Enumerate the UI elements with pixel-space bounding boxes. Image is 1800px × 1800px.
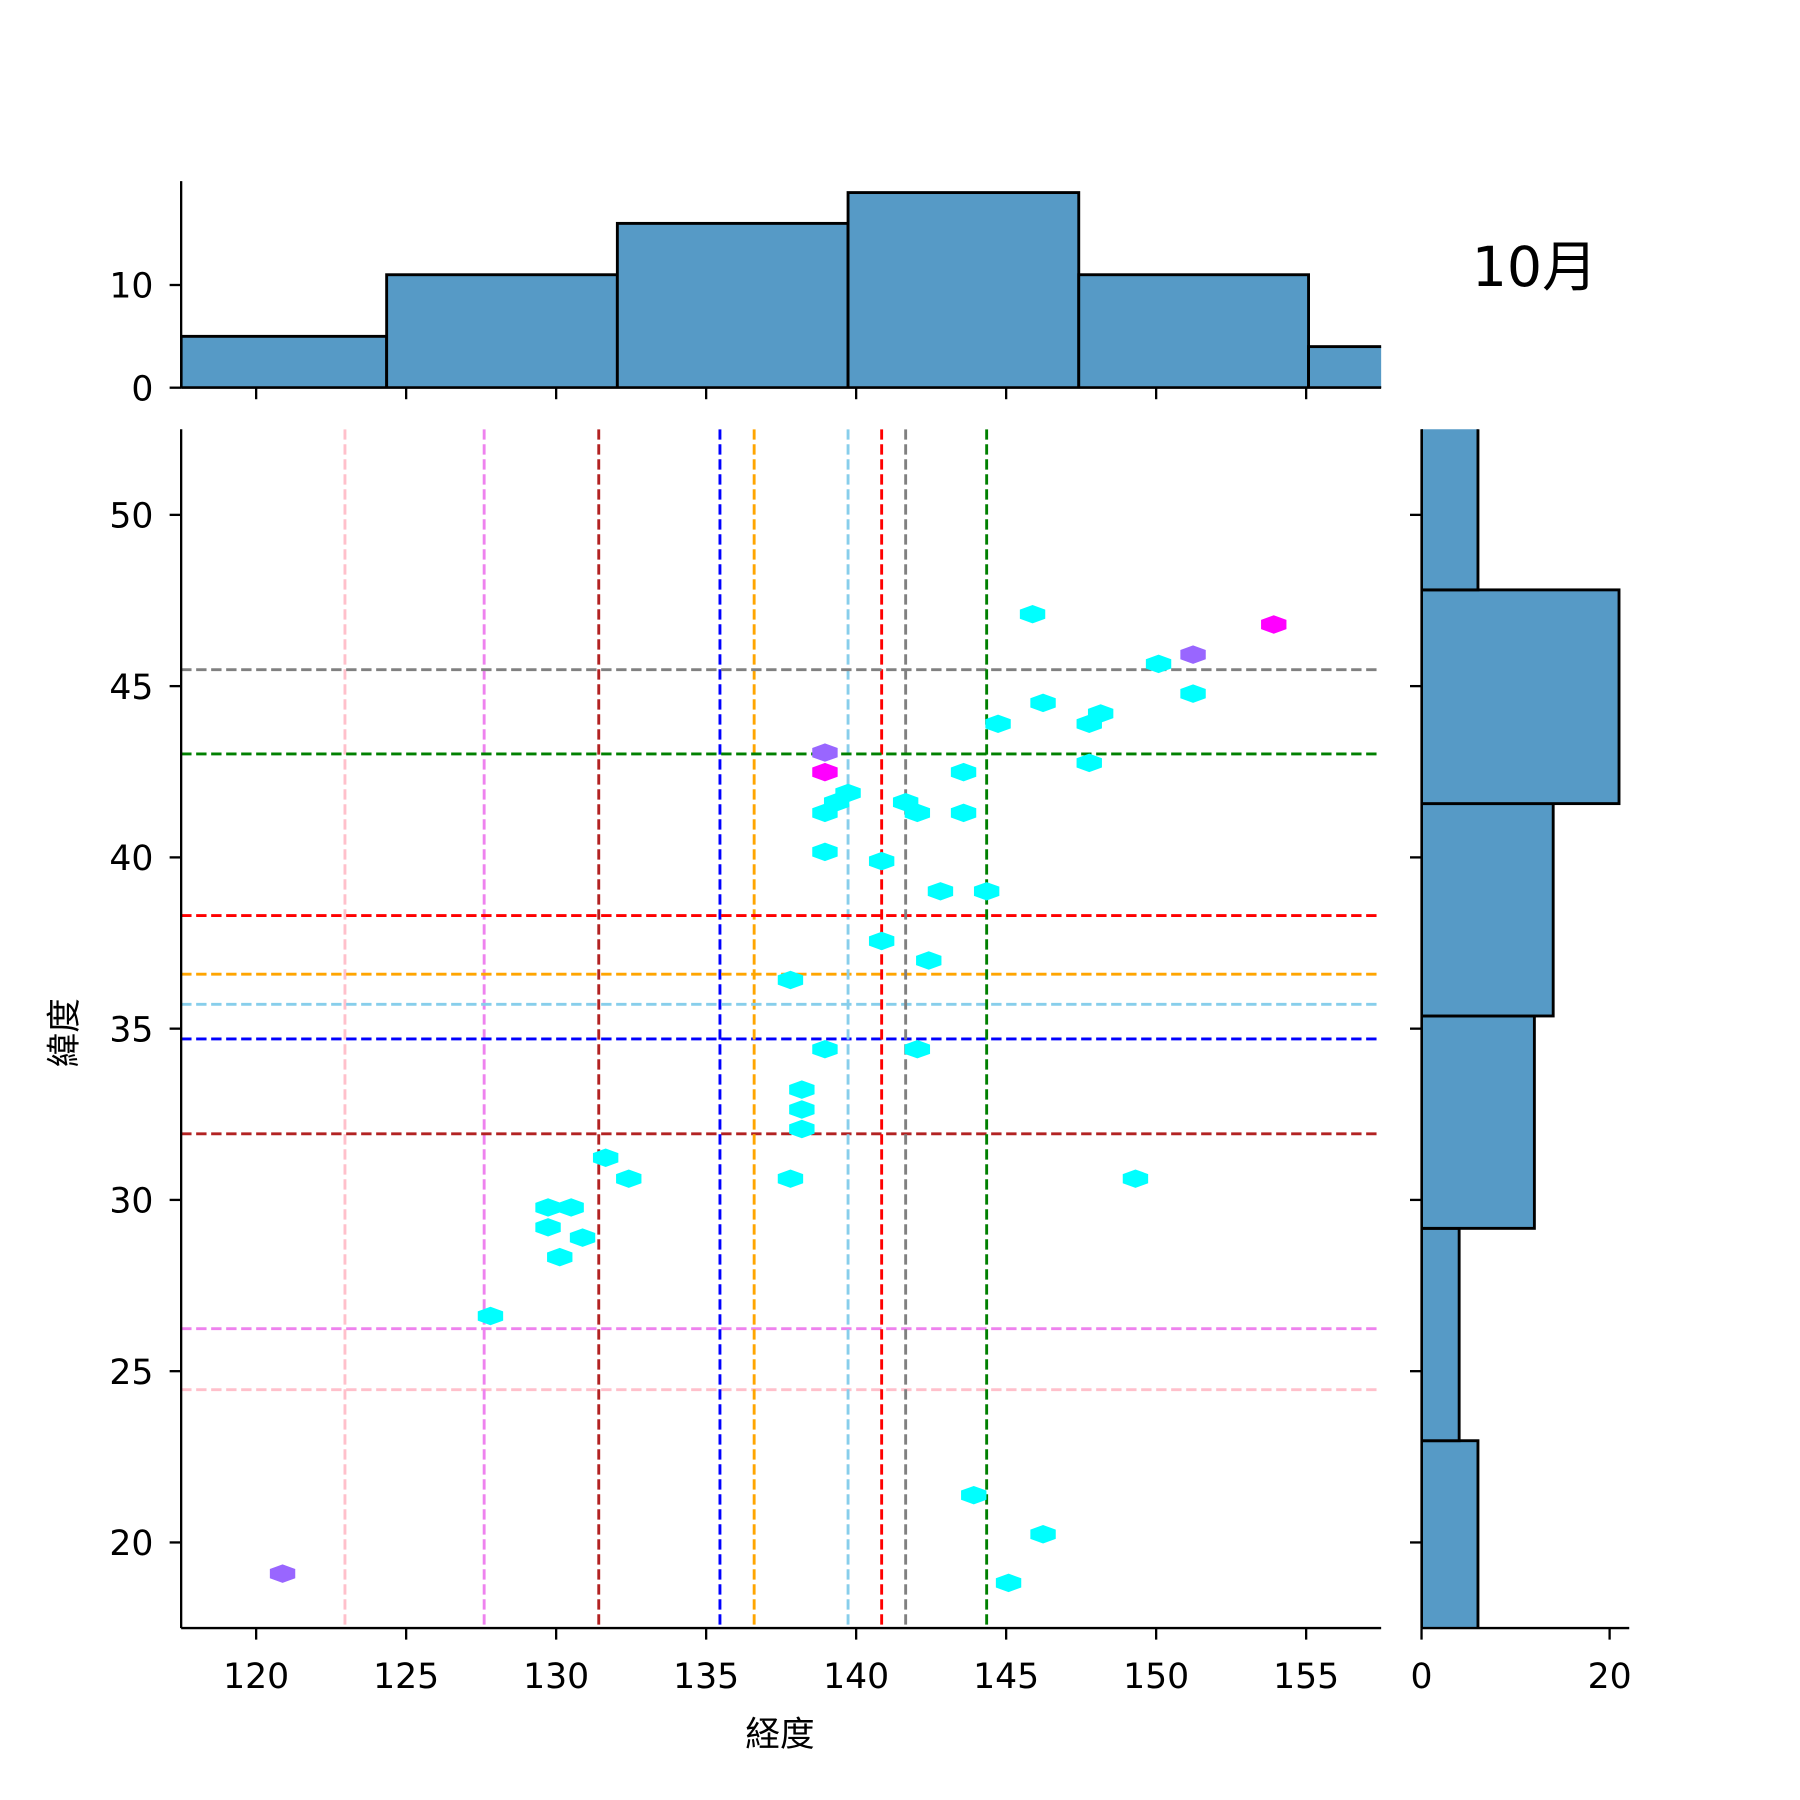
histogram-bar (1421, 1439, 1480, 1629)
reference-lines (181, 429, 1382, 1629)
hexbin-cell (950, 762, 977, 782)
y-tick-label: 0 (131, 369, 153, 409)
hexbin-cell (812, 762, 838, 782)
hexbin-cell (1087, 704, 1114, 723)
y-tick-label: 20 (109, 1524, 153, 1564)
hexbin-cell (812, 803, 838, 823)
hexbin-cell (789, 1119, 815, 1139)
y-tick-label: 50 (109, 497, 153, 537)
x-tick-label: 145 (973, 1657, 1039, 1697)
histogram-bar (615, 221, 850, 388)
hexbin-cell (1180, 684, 1206, 703)
histogram-bar (181, 334, 389, 388)
hexbin-cell (973, 882, 1000, 901)
hexbin-cell (904, 1039, 931, 1059)
y-tick-label: 25 (109, 1353, 153, 1393)
hexbin-cell (961, 1485, 987, 1505)
chart-title: 10月 (1472, 236, 1598, 300)
hexbin-cell (569, 1228, 596, 1247)
hexbin-cell (1261, 615, 1287, 634)
hexbin-cell (1030, 1524, 1056, 1544)
x-tick-label: 140 (823, 1657, 889, 1697)
hexbin-cell (1122, 1169, 1149, 1188)
right-marginal-histogram: 0 20 (1409, 429, 1632, 1697)
histogram-bar (846, 191, 1081, 388)
y-tick-label: 40 (109, 839, 153, 879)
top-marginal-histogram: 0 10 (109, 181, 1382, 409)
x-axis-label: 経度 (745, 1715, 814, 1755)
hexbin-cell (592, 1148, 619, 1168)
x-tick-label: 155 (1273, 1657, 1339, 1697)
y-tick-label: 35 (109, 1010, 153, 1050)
histogram-bar (1421, 1014, 1536, 1230)
histogram-bar (1421, 588, 1621, 806)
hexbin-cell (547, 1247, 573, 1267)
hexbin-cell (1145, 654, 1172, 674)
x-tick-label: 0 (1411, 1657, 1433, 1697)
hexbin-cell (535, 1218, 561, 1237)
histogram-bar (1307, 345, 1382, 388)
hexbin-cell (777, 1169, 804, 1188)
y-axis-label: 緯度 (45, 998, 85, 1067)
hexbin-cell (558, 1198, 584, 1217)
hexbin-cell (1180, 645, 1206, 664)
x-tick-label: 120 (223, 1657, 289, 1697)
hexbin-cell (1076, 753, 1102, 773)
x-tick-label: 150 (1123, 1657, 1189, 1697)
hexbin-cell (789, 1080, 815, 1099)
hexbin-cell (868, 851, 895, 871)
histogram-bar (1421, 802, 1555, 1018)
right-hist-bars (1421, 429, 1621, 1629)
hexbin-cell (777, 970, 804, 990)
x-tick-label: 130 (523, 1657, 589, 1697)
hexbin-cell (812, 842, 838, 862)
x-tick-label: 135 (673, 1657, 739, 1697)
hexbin-cell (950, 803, 977, 823)
histogram-bar (1421, 429, 1480, 592)
hexbin-cell (916, 951, 942, 970)
hexbin-cell (616, 1169, 642, 1188)
top-hist-bars (181, 191, 1382, 388)
hexbin-cell (535, 1198, 561, 1217)
hexbin-cell (927, 882, 954, 901)
x-tick-label: 20 (1588, 1657, 1632, 1697)
histogram-bar (1077, 273, 1310, 388)
main-scatter-panel: 120 125 130 135 140 145 150 155 20 25 30 35 40 45 50 (109, 429, 1382, 1697)
hexbin-cell (995, 1573, 1022, 1593)
hexbin-cell (868, 931, 895, 951)
hexbin-cell (269, 1564, 296, 1583)
x-tick-label: 125 (373, 1657, 439, 1697)
hexbin-cell (789, 1100, 815, 1119)
y-tick-label: 10 (109, 267, 153, 307)
histogram-bar (385, 273, 619, 388)
hexbin-cell (812, 1039, 838, 1059)
hexbin-cell (812, 743, 838, 762)
histogram-bar (1421, 1226, 1461, 1443)
hexbin-cell (904, 803, 931, 823)
hexbin-cell (1030, 693, 1056, 713)
hexbin-cell (985, 714, 1011, 734)
y-tick-label: 30 (109, 1182, 153, 1222)
y-tick-label: 45 (109, 668, 153, 708)
hexbin-cell (1019, 604, 1046, 624)
hexbin-cell (477, 1306, 504, 1326)
